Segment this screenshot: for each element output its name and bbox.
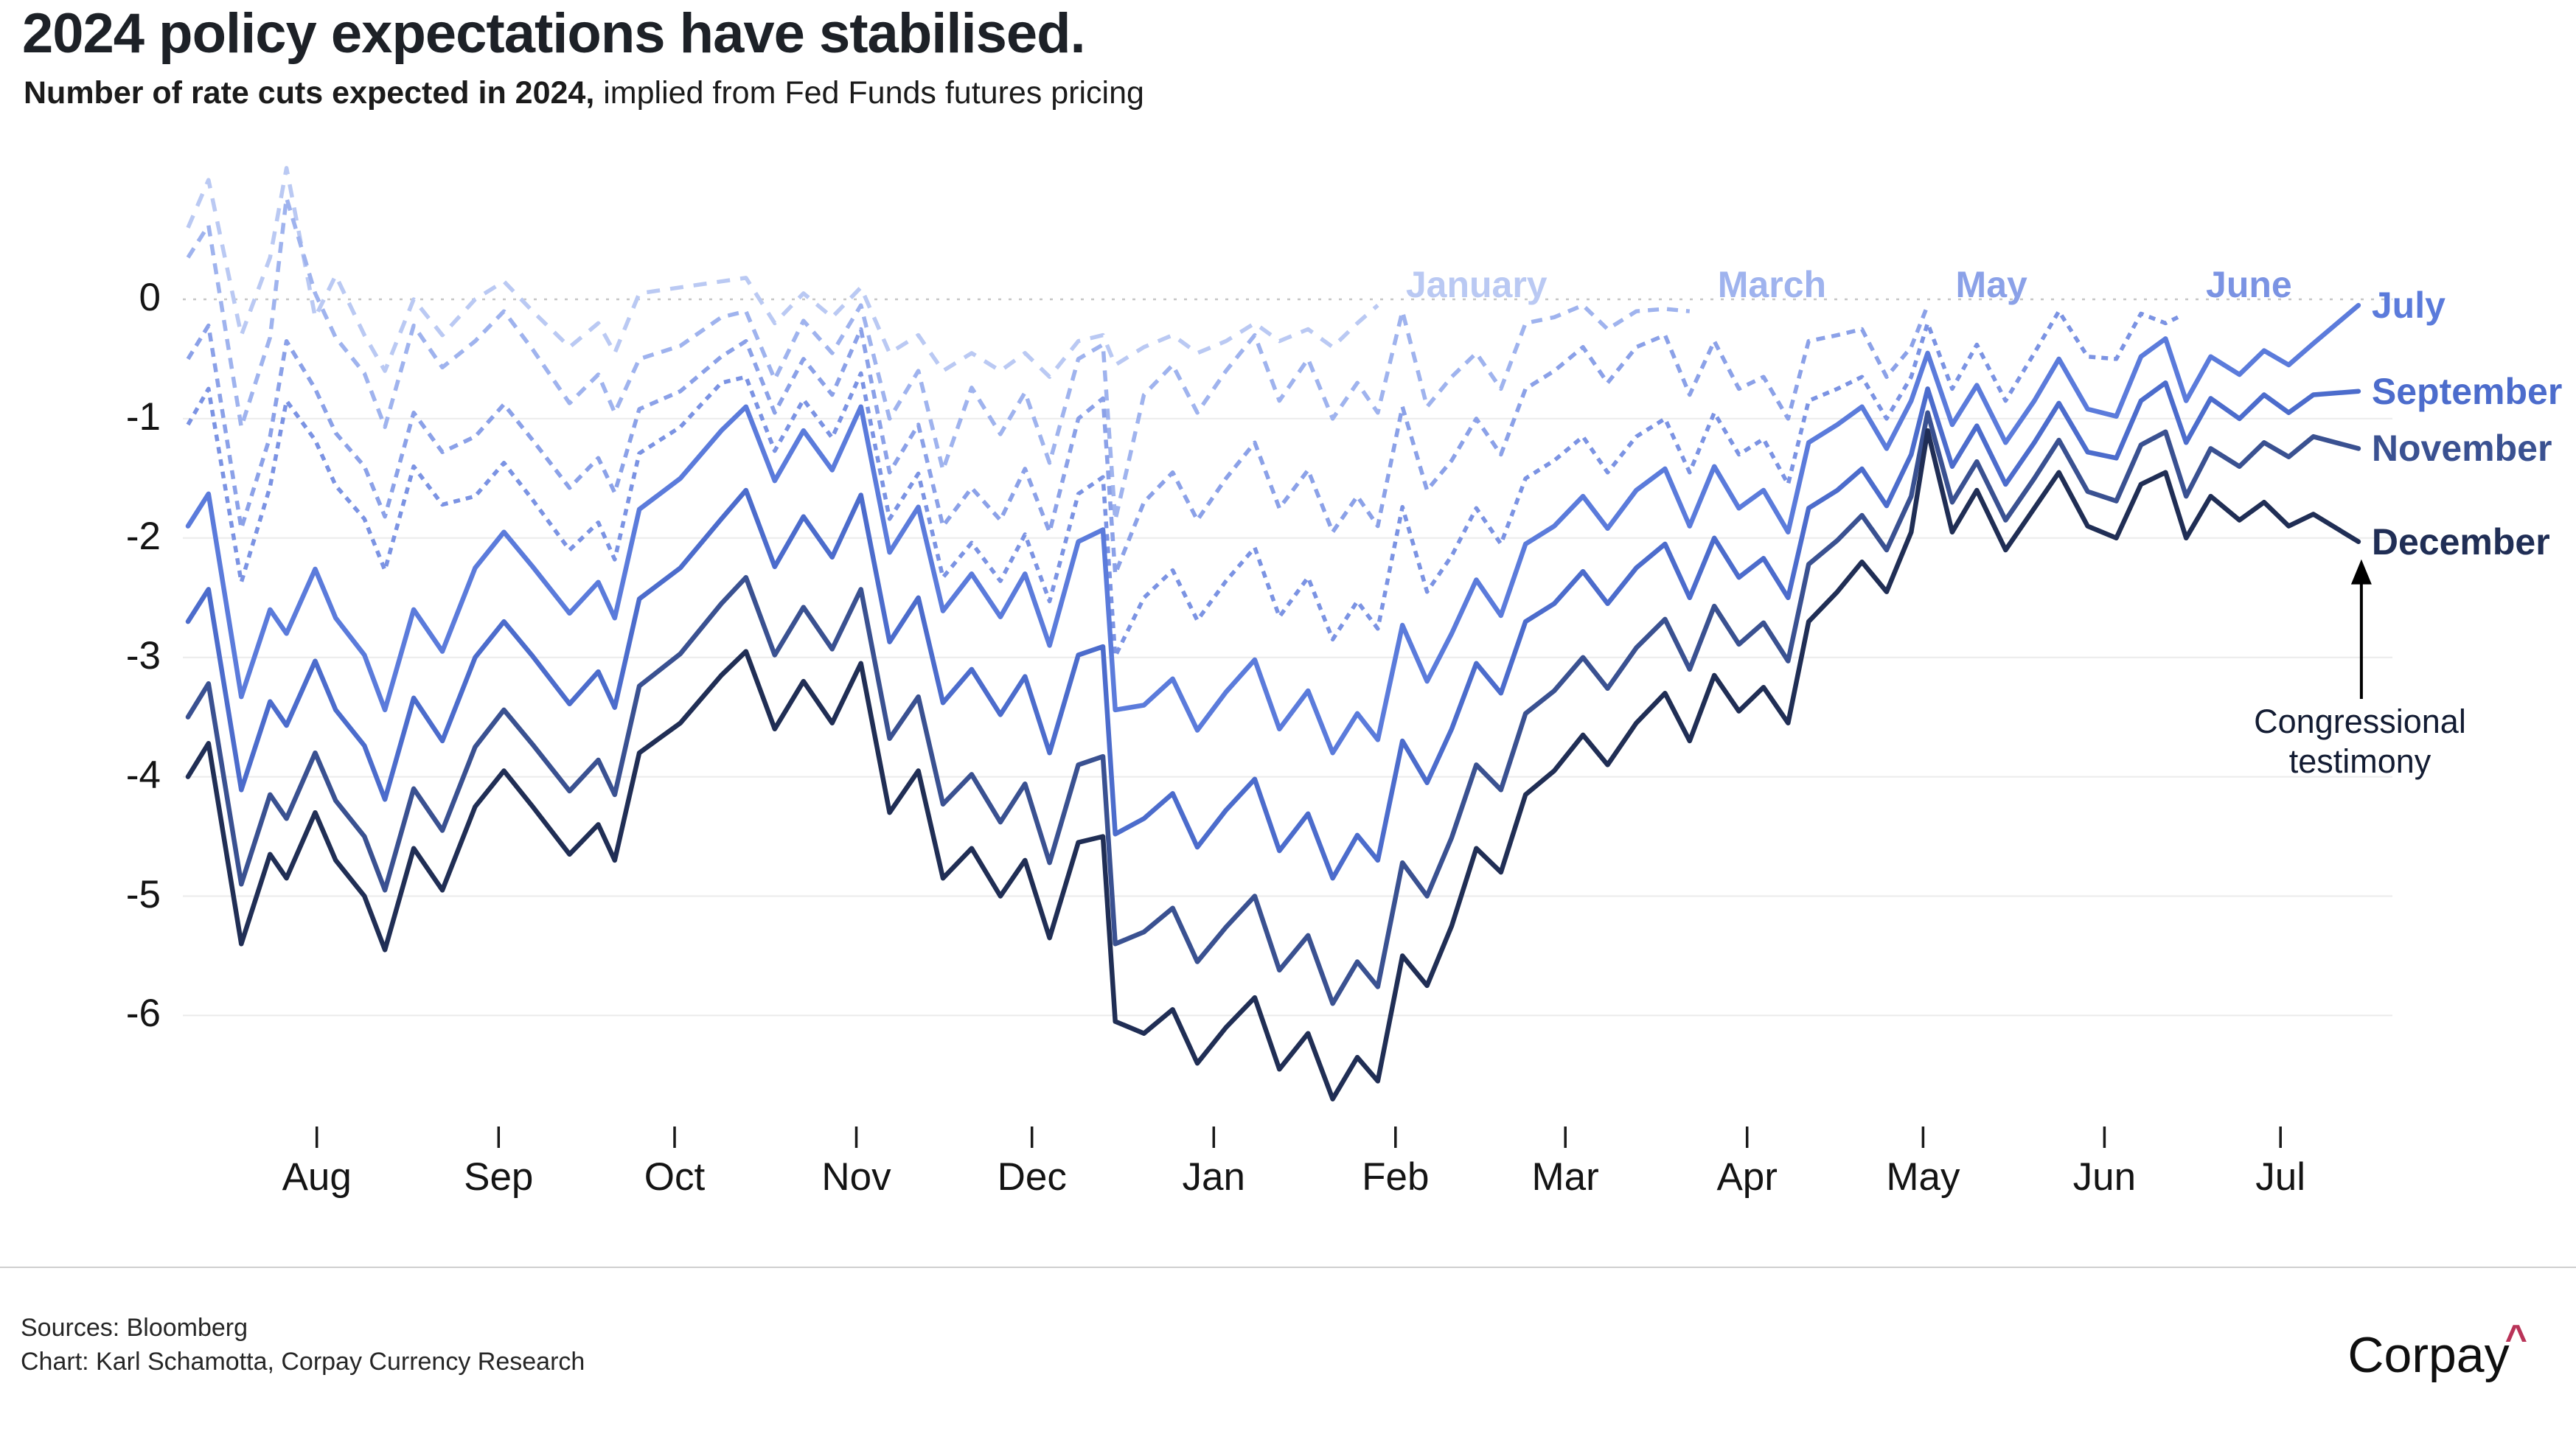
- series-label-may: May: [1955, 264, 2027, 305]
- series-line-june: [186, 309, 2179, 658]
- series-label-july: July: [2371, 285, 2446, 327]
- series-label-january: January: [1405, 264, 1548, 305]
- corpay-logo-text: Corpay: [2347, 1327, 2510, 1383]
- x-tick-label-sep: Sep: [464, 1155, 534, 1199]
- series-label-march: March: [1717, 264, 1827, 305]
- x-tick-label-aug: Aug: [282, 1155, 352, 1199]
- x-tick-label-may: May: [1886, 1155, 1960, 1199]
- sources-text: Sources: Bloomberg: [21, 1314, 248, 1342]
- series-line-may: [186, 304, 1930, 577]
- chart-title: 2024 policy expectations have stabilised…: [22, 2, 1086, 65]
- corpay-logo-caret-icon: ^: [2504, 1317, 2527, 1360]
- credit-text: Chart: Karl Schamotta, Corpay Currency R…: [21, 1348, 585, 1376]
- x-tick-label-jun: Jun: [2072, 1155, 2137, 1199]
- series-label-november: November: [2371, 428, 2552, 470]
- y-tick-label: -4: [125, 753, 161, 797]
- x-tick-label-jul: Jul: [2255, 1155, 2306, 1199]
- series-line-july: [185, 302, 2361, 756]
- series-line-september: [185, 380, 2361, 881]
- x-tick-label-mar: Mar: [1531, 1155, 1599, 1199]
- x-tick-label-feb: Feb: [1362, 1155, 1430, 1199]
- x-tick-label-dec: Dec: [997, 1155, 1067, 1199]
- y-tick-label: -5: [125, 872, 161, 916]
- y-tick-label: 0: [139, 276, 161, 320]
- series-label-december: December: [2371, 520, 2550, 563]
- annotation-congressional-testimony: Congressional testimony: [2224, 702, 2496, 781]
- series-line-march: [186, 195, 1691, 523]
- corpay-logo: Corpay^: [2347, 1317, 2527, 1384]
- y-tick-label: -6: [125, 992, 161, 1036]
- y-tick-label: -2: [125, 514, 161, 558]
- series-line-december: [185, 428, 2361, 1101]
- series-label-june: June: [2206, 264, 2292, 305]
- x-tick-label-oct: Oct: [644, 1155, 706, 1199]
- series-label-september: September: [2371, 370, 2563, 412]
- annotation-arrow-head-icon: [2350, 559, 2372, 585]
- subtitle-rest: implied from Fed Funds futures pricing: [594, 75, 1144, 111]
- series-line-november: [185, 410, 2361, 1006]
- annotation-line-2: testimony: [2288, 742, 2431, 780]
- series-line-january: [186, 166, 1379, 379]
- y-tick-label: -3: [125, 633, 161, 678]
- x-tick-label-apr: Apr: [1716, 1155, 1778, 1199]
- y-tick-label: -1: [125, 394, 161, 439]
- chart-subtitle: Number of rate cuts expected in 2024, im…: [24, 75, 1144, 111]
- annotation-line-1: Congressional: [2254, 703, 2466, 740]
- subtitle-bold: Number of rate cuts expected in 2024,: [24, 75, 595, 111]
- footer-divider: [0, 1267, 2576, 1268]
- x-tick-label-nov: Nov: [821, 1155, 891, 1199]
- x-tick-label-jan: Jan: [1182, 1155, 1245, 1199]
